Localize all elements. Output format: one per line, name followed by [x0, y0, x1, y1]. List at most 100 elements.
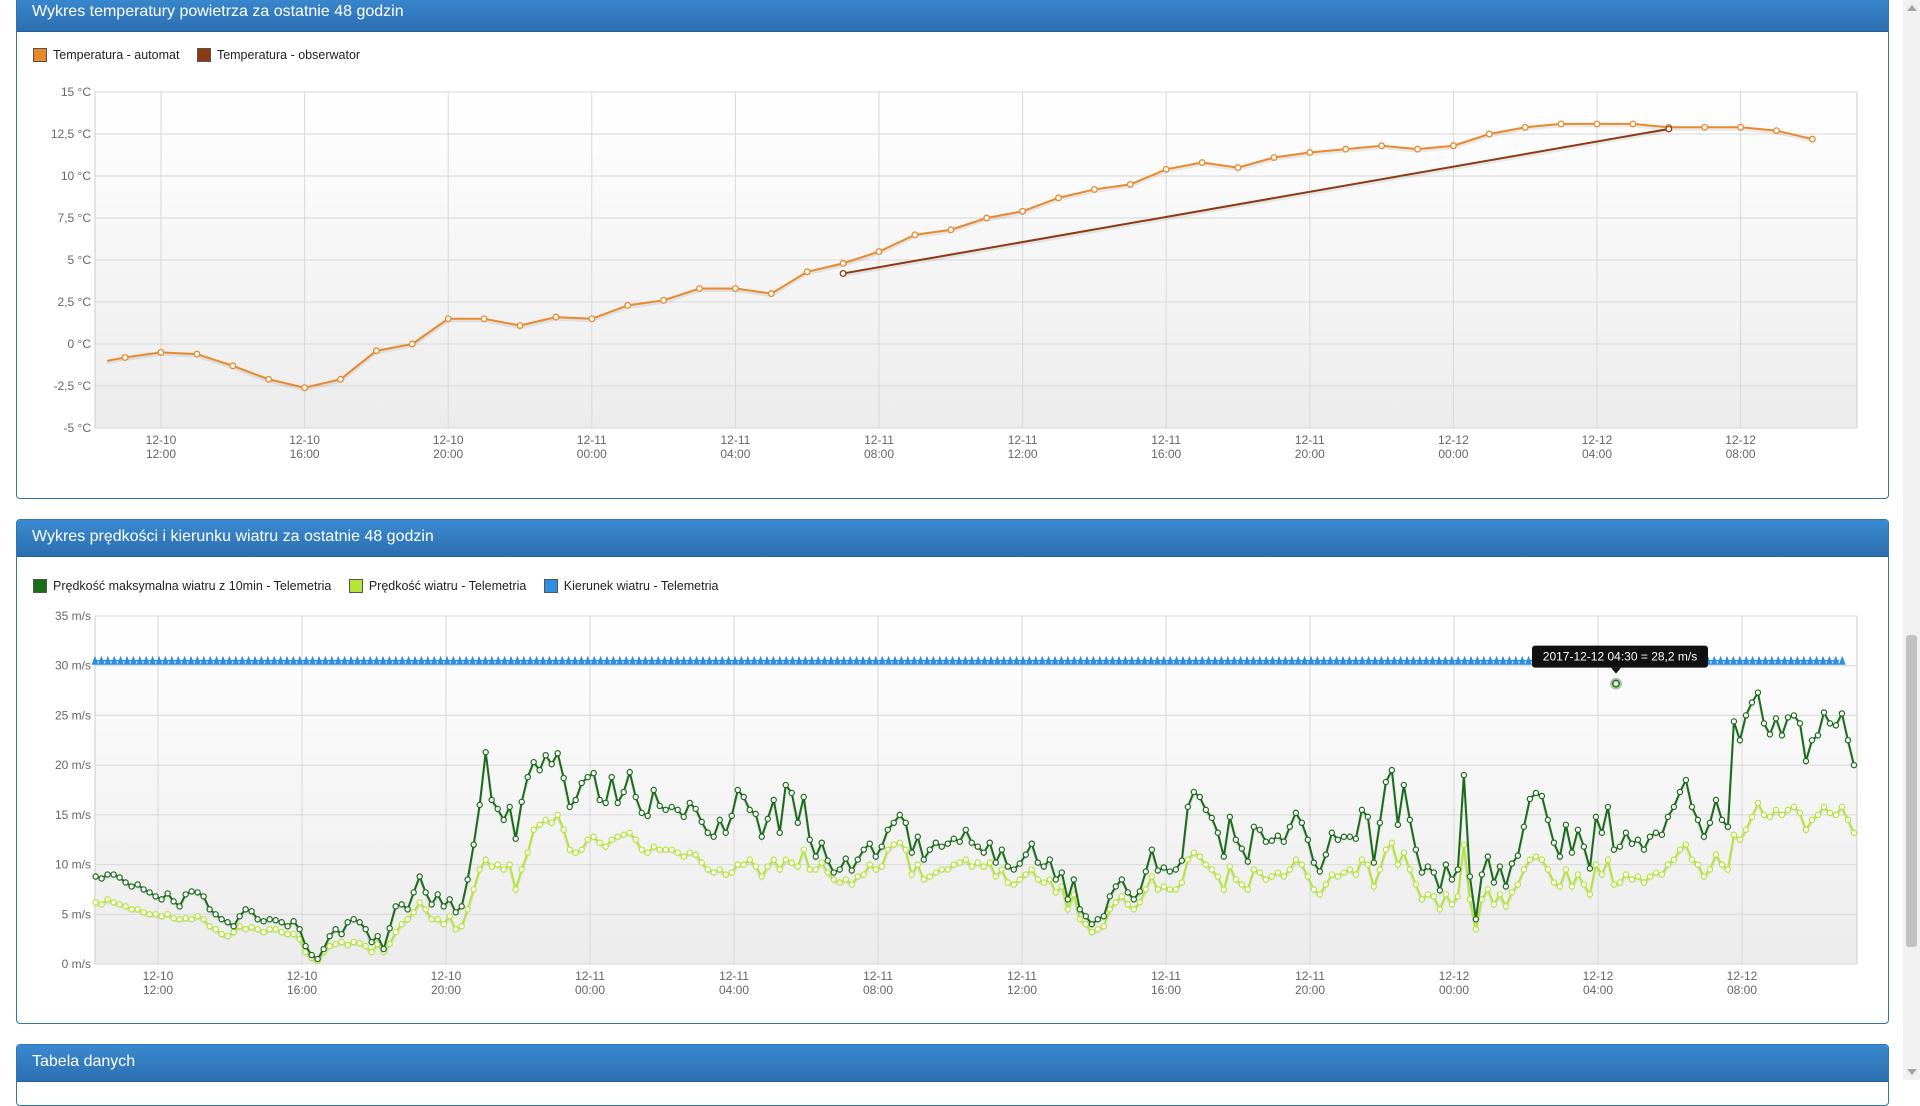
- wind-series-1-point: [1520, 866, 1528, 873]
- temp-y-tick-label: 10 °C: [61, 169, 91, 183]
- wind-series-1-point: [1208, 866, 1216, 873]
- temp-series-0-point: [408, 340, 416, 348]
- wind-series-0-point: [1280, 838, 1288, 845]
- wind-series-1-point: [236, 923, 243, 930]
- legend-item-wind-direction[interactable]: Kierunek wiatru - Telemetria: [543, 579, 718, 593]
- wind-series-1-point: [452, 926, 459, 933]
- wind-series-1-point: [434, 916, 441, 923]
- wind-series-1-point: [212, 926, 219, 933]
- vertical-scrollbar[interactable]: [1903, 0, 1920, 1080]
- wind-series-1-point: [1046, 876, 1053, 883]
- wind-series-1-point: [1448, 901, 1456, 908]
- wind-y-tick-label: 35 m/s: [55, 609, 91, 623]
- wind-series-0-point: [1220, 853, 1228, 860]
- wind-series-1-point: [1220, 886, 1228, 893]
- wind-series-1-point: [992, 873, 999, 880]
- wind-series-0-point: [866, 840, 873, 847]
- wind-series-1-point: [146, 911, 153, 918]
- wind-series-1-point: [1004, 879, 1011, 886]
- wind-series-0-point: [446, 896, 453, 903]
- wind-series-0-point: [596, 796, 603, 804]
- wind-series-1-point: [1436, 906, 1444, 913]
- wind-x-tick-date: 12-12: [1439, 969, 1470, 983]
- wind-series-1-point: [1844, 816, 1852, 824]
- scroll-up-arrow-icon[interactable]: [1907, 5, 1917, 11]
- wind-y-tick-label: 30 m/s: [55, 659, 91, 673]
- temp-series-0-point: [1701, 123, 1709, 131]
- wind-series-1-point: [1658, 871, 1666, 878]
- wind-series-1-point: [1544, 866, 1552, 873]
- wind-series-0-point: [1610, 846, 1618, 853]
- wind-series-0-point: [1016, 860, 1023, 867]
- wind-series-1-point: [134, 906, 141, 913]
- wind-series-1-point: [1820, 803, 1828, 811]
- wind-series-0-point: [1052, 876, 1059, 883]
- temperature-chart: 15 °C 12,5 °C 10 °C 7,5 °C 5 °C 2,5 °C 0 °C -2,…: [51, 85, 1858, 461]
- wind-series-1-point: [530, 826, 537, 833]
- wind-series-0-point: [530, 758, 537, 766]
- wind-series-1-point: [1664, 861, 1672, 868]
- wind-x-tick-date: 12-10: [143, 969, 174, 983]
- wind-series-1-point: [1172, 886, 1180, 893]
- temp-series-0-point: [301, 384, 309, 392]
- wind-series-0-point: [1508, 860, 1516, 867]
- legend-item-temp-automat[interactable]: Temperatura - automat: [33, 48, 179, 62]
- wind-series-0-point: [1724, 823, 1732, 830]
- wind-series-1-point: [1082, 921, 1089, 928]
- wind-series-1-point: [1742, 826, 1750, 833]
- legend-item-wind-max[interactable]: Prędkość maksymalna wiatru z 10min - Tel…: [33, 579, 331, 593]
- scroll-down-arrow-icon[interactable]: [1907, 1069, 1917, 1075]
- scrollbar-thumb[interactable]: [1906, 635, 1917, 947]
- legend-item-temp-observer[interactable]: Temperatura - obserwator: [196, 48, 360, 62]
- wind-series-0-point: [1100, 913, 1108, 920]
- wind-panel: Wykres prędkości i kierunku wiatru za os…: [16, 519, 1889, 1024]
- wind-series-1-point: [1646, 873, 1654, 880]
- wind-series-1-point: [914, 861, 921, 868]
- wind-y-tick-label: 20 m/s: [55, 758, 91, 772]
- wind-series-1-point: [1808, 816, 1816, 824]
- wind-series-0-point: [380, 945, 387, 953]
- temp-series-1-shadow: [842, 129, 1670, 277]
- wind-series-0-point: [1700, 833, 1708, 840]
- wind-series-0-point: [1718, 816, 1726, 824]
- legend-item-wind-speed[interactable]: Prędkość wiatru - Telemetria: [348, 579, 526, 593]
- wind-series-1-point: [1670, 856, 1678, 863]
- table-panel-title[interactable]: Tabela danych: [17, 1045, 1888, 1082]
- wind-series-0-point: [1646, 833, 1654, 840]
- wind-series-0-point: [1484, 853, 1492, 860]
- wind-series-0-point: [1616, 843, 1624, 850]
- wind-series-1-point: [1274, 869, 1282, 876]
- wind-series-1-point: [1526, 856, 1534, 863]
- wind-series-0-point: [476, 801, 483, 809]
- wind-series-1-point: [998, 866, 1005, 873]
- temp-series-0-point: [229, 362, 237, 370]
- wind-series-1-point: [1568, 883, 1576, 890]
- wind-series-1-point: [1508, 889, 1516, 896]
- wind-series-0-point: [686, 799, 693, 807]
- wind-series-1-point: [428, 916, 435, 923]
- wind-series-0-point: [1364, 813, 1372, 821]
- temp-series-0-point: [1449, 142, 1457, 150]
- wind-series-0-point: [1106, 893, 1114, 900]
- wind-series-0-point: [854, 856, 861, 863]
- temp-series-0-point: [1521, 123, 1529, 131]
- wind-series-1-point: [1184, 856, 1192, 863]
- wind-series-1-point: [680, 853, 687, 860]
- wind-series-0-point: [482, 749, 489, 756]
- wind-series-0-point: [674, 806, 681, 814]
- wind-series-1-point: [1838, 803, 1846, 811]
- wind-series-0-point: [1286, 823, 1294, 830]
- wind-series-0-point: [776, 829, 783, 836]
- temp-series-0-point: [911, 231, 919, 239]
- wind-series-0-point: [1562, 821, 1570, 828]
- wind-series-1-point: [140, 909, 147, 916]
- temp-series-0-point: [1342, 145, 1350, 153]
- wind-series-1-point: [1130, 906, 1138, 913]
- wind-series-0-line: [95, 689, 1855, 961]
- temp-series-0-point: [1557, 120, 1565, 128]
- wind-series-1-point: [1166, 886, 1174, 893]
- wind-series-0-point: [944, 840, 951, 847]
- wind-series-1-point: [302, 948, 309, 956]
- temp-series-0-point: [839, 259, 847, 267]
- wind-series-0-point: [1256, 826, 1264, 833]
